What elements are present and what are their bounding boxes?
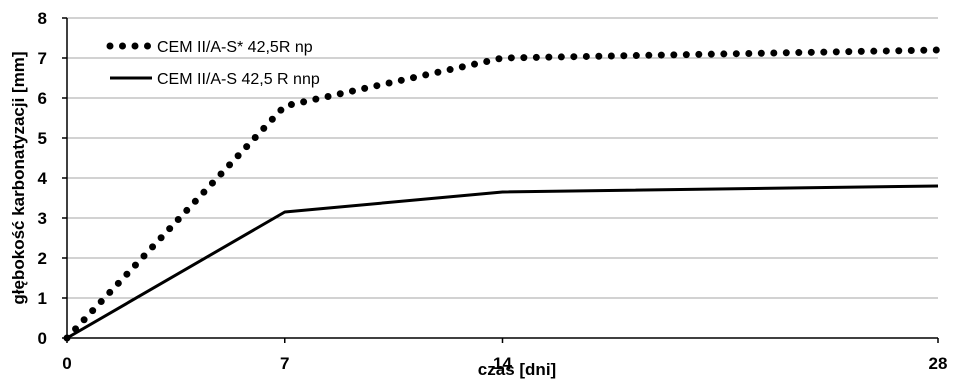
tick-labels: 0 1 2 3 4 5 6 7 8 0 7 14 28 <box>38 9 948 373</box>
y-tick-label-0: 0 <box>38 329 47 348</box>
x-tick-label-14: 14 <box>493 354 512 373</box>
series-line-1 <box>63 46 942 342</box>
x-axis-title: czas [dni] <box>478 360 556 379</box>
grid-lines <box>67 17 938 299</box>
y-tick-label-5: 5 <box>38 129 47 148</box>
legend-label-1: CEM II/A-S* 42,5R np <box>157 39 313 56</box>
series-line-2 <box>66 184 939 340</box>
x-tick-label-0: 0 <box>62 354 71 373</box>
x-tick-label-7: 7 <box>280 354 289 373</box>
y-tick-label-3: 3 <box>38 209 47 228</box>
legend-label-2: CEM II/A-S 42,5 R nnp <box>157 71 320 88</box>
y-tick-label-1: 1 <box>38 289 47 308</box>
y-tick-label-6: 6 <box>38 89 47 108</box>
legend: CEM II/A-S* 42,5R np CEM II/A-S 42,5 R nn… <box>106 39 320 88</box>
y-tick-label-8: 8 <box>38 9 47 28</box>
y-tick-label-2: 2 <box>38 249 47 268</box>
y-tick-label-7: 7 <box>38 49 47 68</box>
y-axis-title: głębokość karbonatyzacji [mm] <box>9 51 28 304</box>
axes <box>62 17 939 343</box>
series <box>63 46 942 342</box>
y-tick-label-4: 4 <box>38 169 48 188</box>
x-tick-label-28: 28 <box>929 354 948 373</box>
